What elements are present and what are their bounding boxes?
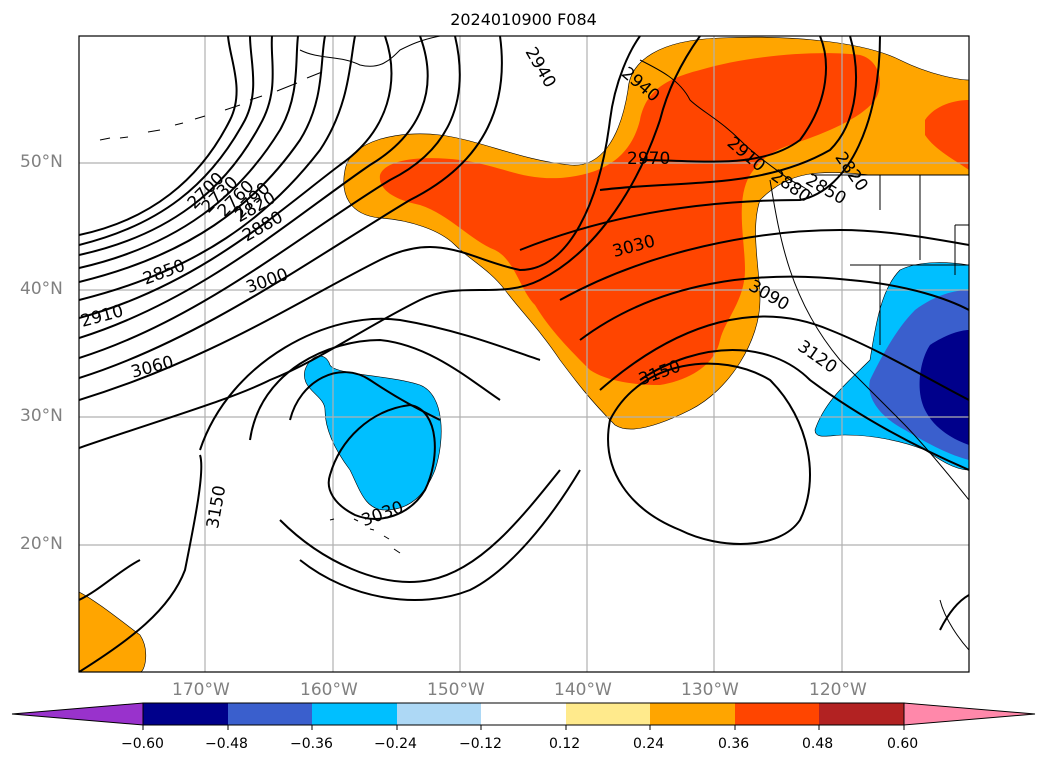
contour-line <box>599 315 969 401</box>
contour-line <box>79 36 503 379</box>
plot-frame <box>78 35 970 673</box>
contour-line <box>279 469 561 583</box>
lat-label-20n: 20°N <box>20 534 63 554</box>
contour-line <box>79 36 701 449</box>
lon-label-140w: 140°W <box>554 680 612 700</box>
contour-line <box>79 36 461 359</box>
colorbar-segment <box>397 703 481 725</box>
map-plot-area: 2940 2940 2970 2910 2880 2850 2820 2700 … <box>79 36 969 672</box>
colorbar-label: 0.60 <box>887 736 919 752</box>
colorbar-segment <box>735 703 819 725</box>
colorbar-label: −0.24 <box>374 736 417 752</box>
hawaii-islands <box>329 518 401 554</box>
colorbar-label: −0.48 <box>205 736 248 752</box>
colorbar-label: −0.12 <box>459 736 502 752</box>
colorbar-ticks <box>142 725 905 730</box>
colorbar-label: −0.60 <box>121 736 164 752</box>
contour-line <box>289 371 441 421</box>
positive-anomaly-region-sw <box>79 591 147 672</box>
height-contours <box>79 36 969 672</box>
contour-line <box>579 275 969 341</box>
map-title: 2024010900 F084 <box>450 10 597 29</box>
lon-label-170w: 170°W <box>172 680 230 700</box>
lon-label-160w: 160°W <box>300 680 358 700</box>
lat-label-50n: 50°N <box>20 152 63 172</box>
contour-line <box>607 362 811 545</box>
contour-line <box>79 454 203 672</box>
contour-line <box>939 594 969 631</box>
colorbar-label: 0.48 <box>802 736 834 752</box>
colorbar-label: 0.24 <box>633 736 665 752</box>
contour-line <box>299 469 581 601</box>
contour-line <box>199 317 541 451</box>
strong-positive-anomaly-region <box>379 53 880 385</box>
contour-line <box>79 36 326 283</box>
contour-line <box>79 36 274 256</box>
contour-label: 2940 <box>521 44 560 91</box>
colorbar-frame <box>142 702 905 726</box>
lat-label-40n: 40°N <box>20 279 63 299</box>
contour-line <box>79 36 429 339</box>
colorbar-label: 0.12 <box>549 736 581 752</box>
contour-label: 2910 <box>79 301 126 332</box>
contour-line <box>327 403 436 520</box>
contour-line <box>79 559 141 601</box>
colorbar <box>11 702 1036 730</box>
colorbar-segment <box>143 703 228 725</box>
lon-label-130w: 130°W <box>681 680 739 700</box>
state-borders <box>850 175 969 345</box>
coastlines <box>99 36 969 651</box>
lon-label-150w: 150°W <box>427 680 485 700</box>
contour-line <box>639 36 827 163</box>
lat-label-30n: 30°N <box>20 406 63 426</box>
contour-line <box>639 349 969 471</box>
strong-positive-anomaly-region-east <box>925 100 969 170</box>
lon-label-120w: 120°W <box>809 680 867 700</box>
negative-anomaly-region-central <box>304 355 442 511</box>
colorbar-segment <box>228 703 312 725</box>
colorbar-segment <box>819 703 904 725</box>
alaska-panhandle-coast <box>639 59 813 196</box>
contour-label: 2970 <box>627 149 670 169</box>
contour-line <box>599 36 857 191</box>
north-america-west-coast <box>769 179 969 501</box>
baja-coast <box>939 599 969 651</box>
colorbar-segment <box>566 703 650 725</box>
contour-line <box>79 36 393 319</box>
graticule <box>79 36 969 672</box>
aleutian-islands <box>99 71 323 141</box>
colorbar-segment <box>650 703 735 725</box>
alaska-coast <box>299 36 441 67</box>
colorbar-label: 0.36 <box>718 736 750 752</box>
contour-line <box>79 36 641 401</box>
colorbar-label: −0.36 <box>290 736 333 752</box>
contour-line <box>79 36 299 269</box>
colorbar-segment <box>312 703 397 725</box>
contour-label: 3000 <box>243 265 290 299</box>
contour-line <box>79 36 238 236</box>
contour-line <box>79 36 255 246</box>
contour-line <box>249 338 501 441</box>
contour-line <box>519 36 881 251</box>
contour-line <box>79 36 356 301</box>
contour-line <box>559 228 969 301</box>
colorbar-extend-high <box>903 702 1036 726</box>
colorbar-extend-low <box>11 702 144 726</box>
contour-label: 3150 <box>203 484 230 530</box>
colorbar-segment <box>481 703 566 725</box>
